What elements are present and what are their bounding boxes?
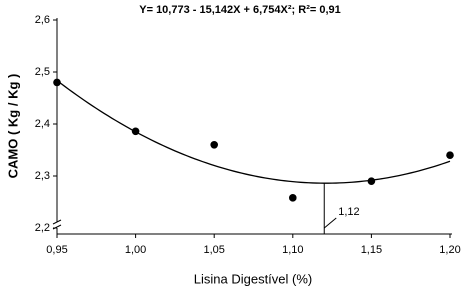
annotation-pointer (323, 217, 337, 229)
axis-break (52, 219, 62, 225)
x-tick-label: 1,00 (125, 244, 146, 256)
point (210, 141, 218, 149)
y-axis-label: CAMO ( Kg / Kg ) (5, 74, 20, 179)
x-tick-label: 1,15 (361, 244, 382, 256)
x-tick-label: 0,95 (46, 244, 67, 256)
point (367, 177, 376, 185)
point (446, 151, 454, 159)
y-tick-label: 2,5 (35, 66, 50, 78)
chart-title: Y= 10,773 - 15,142X + 6,754X²; R²= 0,91 (139, 4, 341, 16)
point (131, 127, 140, 136)
point (53, 78, 61, 87)
x-tick-label: 1,05 (203, 244, 224, 256)
y-tick-label: 2,4 (35, 118, 50, 130)
y-tick-label: 2,6 (35, 14, 50, 26)
y-tick-label: 2,2 (35, 222, 50, 234)
y-tick-label: 2,3 (35, 170, 50, 182)
x-axis-label: Lisina Digestível (%) (194, 271, 313, 286)
x-tick-label: 1,10 (282, 244, 303, 256)
point (289, 194, 297, 202)
annotation-label: 1,12 (338, 206, 359, 218)
x-tick-label: 1,20 (439, 244, 460, 256)
fit-curve (56, 80, 451, 184)
